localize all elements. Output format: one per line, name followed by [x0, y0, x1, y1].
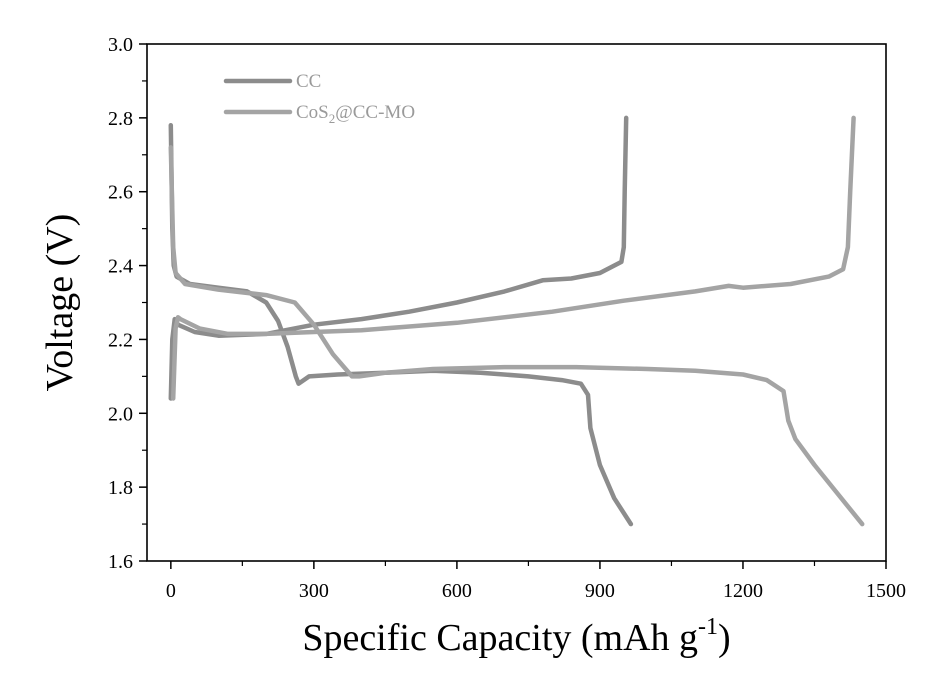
x-axis-title: Specific Capacity (mAh g-1) — [302, 614, 730, 659]
y-tick-label: 1.6 — [108, 551, 133, 573]
x-tick-label: 900 — [585, 580, 615, 602]
y-tick-label: 2.4 — [108, 256, 133, 278]
y-tick-label: 1.8 — [108, 477, 133, 499]
y-tick-label: 3.0 — [108, 34, 133, 56]
x-axis-title-close: ) — [718, 617, 731, 659]
legend-label-cos2-sub: 2 — [329, 111, 336, 126]
series-cc-discharge-line — [168, 122, 634, 527]
x-axis-title-sup: -1 — [698, 614, 718, 640]
legend-label-cos2-main: CoS — [296, 102, 329, 123]
plot-curves — [168, 115, 865, 527]
x-tick-label: 300 — [299, 580, 329, 602]
y-tick-label: 2.0 — [108, 403, 133, 425]
x-tick-label: 600 — [442, 580, 472, 602]
legend-label-cc: CC — [296, 71, 321, 92]
legend: CC CoS2@CC-MO — [223, 71, 415, 126]
legend-label-cos2: CoS2@CC-MO — [296, 102, 415, 126]
series-cc-charge-line — [168, 115, 629, 401]
series-cos2-cc-mo-charge-line — [170, 115, 856, 401]
x-axis-title-main: Specific Capacity (mAh g — [302, 617, 698, 659]
legend-label-cos2-rest: @CC-MO — [335, 102, 415, 123]
y-tick-label: 2.8 — [108, 108, 133, 130]
y-axis-title: Voltage (V) — [39, 214, 81, 392]
x-tick-label: 0 — [166, 580, 176, 602]
x-tick-label: 1500 — [866, 580, 906, 602]
plot-frame — [146, 43, 887, 562]
series-cos2-cc-mo-discharge-line — [168, 145, 865, 527]
x-tick-label: 1200 — [723, 580, 763, 602]
y-tick-label: 2.6 — [108, 182, 133, 204]
axis-ticks: 0 300 600 900 1200 1500 1.6 1.8 2.0 2.2 2.4 2.6 2.8 3… — [108, 34, 906, 602]
y-tick-label: 2.2 — [108, 329, 133, 351]
